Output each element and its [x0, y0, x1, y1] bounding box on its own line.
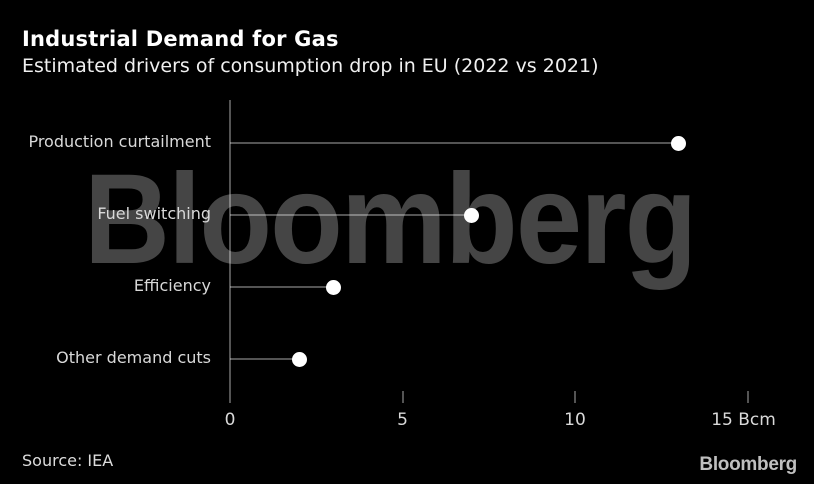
lollipop-line: [230, 286, 334, 288]
chart-title: Industrial Demand for Gas: [22, 27, 339, 51]
lollipop-dot: [464, 207, 479, 223]
lollipop-line: [230, 214, 472, 216]
lollipop-line: [230, 142, 679, 144]
bloomberg-watermark: Bloomberg: [84, 148, 697, 291]
y-axis-line: [229, 100, 231, 403]
x-tick-mark: [574, 391, 576, 403]
lollipop-line: [230, 358, 299, 360]
bloomberg-logo: Bloomberg: [699, 454, 797, 475]
x-tick-label: 5: [397, 410, 408, 430]
x-tick-label: 10: [564, 410, 586, 430]
category-label: Fuel switching: [97, 204, 211, 223]
x-tick-mark: [401, 391, 404, 403]
category-label: Efficiency: [133, 276, 211, 295]
category-label: Other demand cuts: [56, 348, 211, 367]
lollipop-dot: [291, 351, 307, 367]
source-note: Source: IEA: [22, 451, 114, 470]
category-label: Production curtailment: [28, 132, 211, 151]
chart-subtitle: Estimated drivers of consumption drop in…: [22, 55, 599, 77]
x-tick-label: 0: [224, 410, 236, 430]
x-tick-mark: [746, 391, 749, 403]
x-tick-label: 15 Bcm: [711, 410, 776, 430]
lollipop-dot: [671, 135, 686, 151]
lollipop-dot: [326, 279, 341, 295]
